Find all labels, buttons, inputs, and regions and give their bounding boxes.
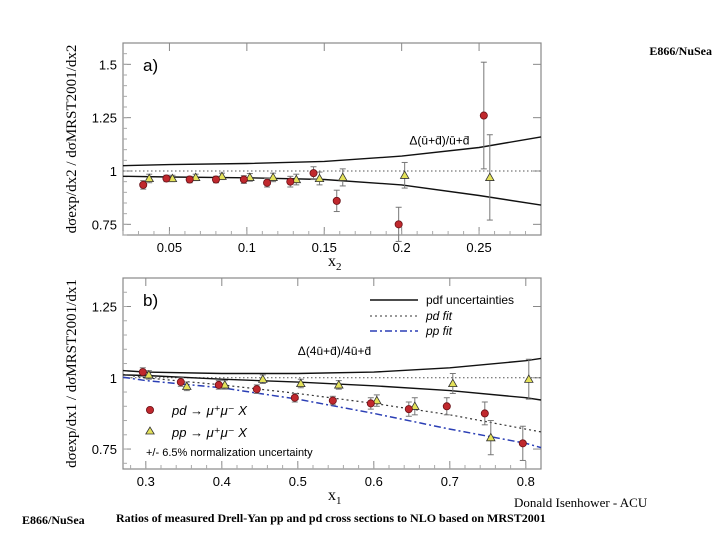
x-axis-subscript: 1 [336, 495, 342, 507]
pd-point [263, 178, 272, 187]
x-axis-subscript: 2 [336, 261, 342, 273]
pd-point [442, 402, 451, 411]
pp-point [485, 432, 496, 442]
band-annotation: Δ(ū+d̄)/ū+d̄ [409, 133, 469, 147]
pd-point [252, 385, 261, 394]
footer-label: E866/NuSea [22, 513, 85, 527]
x-axis-label: x2 [328, 253, 342, 273]
pd-point [138, 368, 147, 377]
pd-point [366, 399, 375, 408]
pd-point [332, 196, 341, 205]
x-tick-label: 0.05 [157, 240, 182, 255]
pp-point [314, 173, 325, 183]
normalization-note: +/- 6.5% normalization uncertainty [146, 447, 313, 459]
x-tick-label: 0.2 [393, 240, 411, 255]
x-tick-label: 0.3 [137, 474, 155, 489]
x-tick-label: 0.4 [213, 474, 231, 489]
pd-point [309, 169, 318, 178]
legend-pp-label: pp → μ⁺μ⁻ X [171, 425, 248, 440]
pp-point [409, 401, 420, 410]
y-tick-label: 1 [110, 164, 117, 179]
legend-pd-marker [145, 405, 154, 414]
pp-point [399, 170, 410, 179]
pp-point [268, 172, 278, 181]
pp-point [257, 374, 268, 383]
pp-point [371, 395, 382, 405]
uncertainty-upper [122, 357, 542, 375]
pd-point [176, 378, 185, 387]
y-tick-label: 1 [110, 371, 117, 386]
uncertainty-lower [122, 175, 542, 206]
legend-top-label: pd fit [425, 309, 453, 323]
pd-fit-line [122, 373, 542, 433]
x-axis-label: x1 [328, 487, 342, 507]
x-tick-label: 0.6 [365, 474, 383, 489]
pp-point [523, 374, 534, 383]
legend-top-label: pdf uncertainties [426, 293, 514, 307]
pd-point [211, 175, 220, 184]
x-tick-label: 0.25 [466, 240, 491, 255]
panel-label: b) [143, 291, 158, 310]
x-tick-label: 0.1 [238, 240, 256, 255]
pd-point [290, 393, 299, 402]
pp-fit-line [122, 376, 542, 449]
panel-a: 0.05 0.1 0.15 0.2 0.25 0.75 1 1.25 1.5 x2 dσexp/dx… [64, 42, 542, 273]
pp-point [144, 173, 155, 183]
legend-pp-marker [145, 426, 155, 435]
x-tick-label: 0.8 [517, 474, 535, 489]
panel-label: a) [143, 56, 158, 75]
pd-point [518, 439, 527, 448]
pd-point [162, 174, 171, 183]
y-tick-label: 1.25 [92, 300, 117, 315]
plot-frame [122, 42, 542, 236]
legend-pd-label: pd → μ⁺μ⁻ X [171, 403, 248, 418]
y-axis-label: dσexp/dx1 / dσMRST2001/dx1 [64, 279, 80, 468]
pd-point [185, 175, 194, 184]
legend-top-label: pp fit [425, 324, 453, 338]
uncertainty-upper [122, 136, 542, 167]
pd-point [328, 396, 337, 405]
pd-point [479, 111, 488, 120]
plot-frame [122, 277, 542, 470]
y-axis-label: dσexp/dx2 / dσMRST2001/dx2 [64, 45, 80, 234]
pd-point [404, 405, 413, 414]
y-tick-label: 1.5 [99, 57, 117, 72]
credit-text: Donald Isenhower - ACU [514, 495, 648, 510]
header-label: E866/NuSea [649, 44, 712, 58]
panel-b: 0.3 0.4 0.5 0.6 0.7 0.8 0.75 1 1.25 x1 dσexp/dx1 /… [64, 277, 542, 507]
band-annotation: Δ(4ū+d̄)/4ū+d̄ [298, 344, 371, 358]
pp-point [333, 379, 344, 389]
pd-point [139, 180, 148, 189]
y-tick-label: 0.75 [92, 442, 117, 457]
x-tick-label: 0.7 [441, 474, 459, 489]
pd-point [394, 220, 403, 229]
pp-point [295, 378, 306, 388]
pp-point [484, 172, 495, 181]
pp-point [143, 369, 154, 379]
pd-point [239, 175, 248, 184]
x-tick-label: 0.5 [289, 474, 307, 489]
pp-point [181, 381, 192, 390]
pd-point [214, 380, 223, 389]
pp-point [447, 378, 458, 388]
y-tick-label: 0.75 [92, 217, 117, 232]
x-tick-label: 0.15 [312, 240, 337, 255]
pd-point [480, 409, 489, 418]
y-tick-label: 1.25 [92, 111, 117, 126]
figure-caption: Ratios of measured Drell-Yan pp and pd c… [116, 511, 546, 525]
pp-point [337, 172, 348, 181]
pd-point [286, 177, 295, 186]
uncertainty-lower [122, 374, 542, 401]
pp-point [217, 171, 227, 180]
